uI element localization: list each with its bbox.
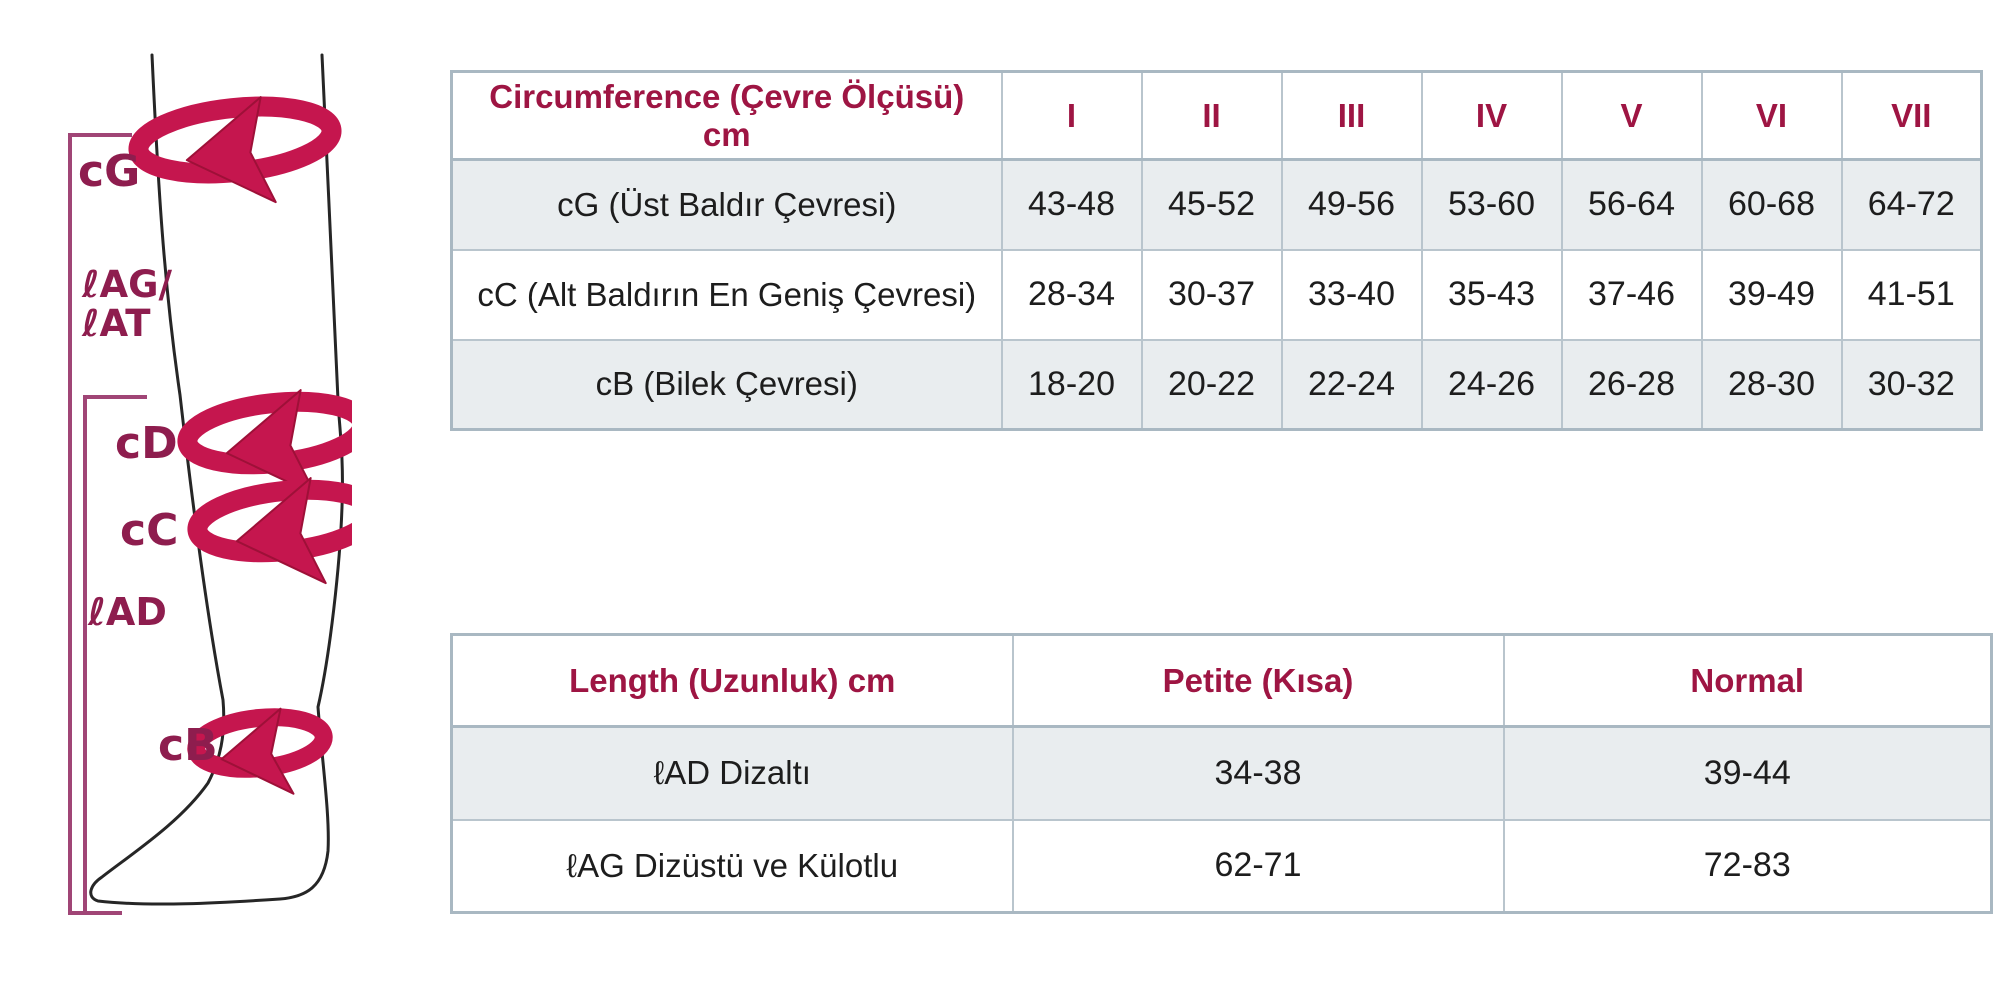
row-label: ℓAD Dizaltı xyxy=(450,725,1014,821)
row-label: cC (Alt Baldırın En Geniş Çevresi) xyxy=(450,248,1003,341)
length-bracket-outer xyxy=(68,133,132,915)
size-col-6: VI xyxy=(1700,70,1843,161)
circumference-header-row: Circumference (Çevre Ölçüsü) cm I II III… xyxy=(450,70,1983,161)
cell-value: 24-26 xyxy=(1420,338,1563,431)
length-bracket-inner xyxy=(83,395,147,915)
leg-diagram-svg: cG ℓAG/ ℓAT cD cC ℓAD cB xyxy=(68,53,352,915)
label-lad: ℓAD xyxy=(87,590,167,634)
cell-value: 26-28 xyxy=(1560,338,1703,431)
cell-value: 35-43 xyxy=(1420,248,1563,341)
band-cg-icon xyxy=(128,96,342,204)
cell-value: 20-22 xyxy=(1140,338,1283,431)
table-row-cc: cC (Alt Baldırın En Geniş Çevresi) 28-34… xyxy=(450,248,1983,341)
size-col-1: I xyxy=(1000,70,1143,161)
cell-value: 62-71 xyxy=(1011,818,1505,914)
label-cg: cG xyxy=(78,146,140,197)
cell-value: 30-37 xyxy=(1140,248,1283,341)
length-header-row: Length (Uzunluk) cm Petite (Kısa) Normal xyxy=(450,633,1993,728)
row-label: cG (Üst Baldır Çevresi) xyxy=(450,158,1003,251)
size-col-2: II xyxy=(1140,70,1283,161)
length-size-table: Length (Uzunluk) cm Petite (Kısa) Normal… xyxy=(450,633,1993,914)
cell-value: 22-24 xyxy=(1280,338,1423,431)
cell-value: 53-60 xyxy=(1420,158,1563,251)
circumference-size-table: Circumference (Çevre Ölçüsü) cm I II III… xyxy=(450,70,1983,431)
size-col-5: V xyxy=(1560,70,1703,161)
table-row-cb: cB (Bilek Çevresi) 18-20 20-22 22-24 24-… xyxy=(450,338,1983,431)
length-title-cell: Length (Uzunluk) cm xyxy=(450,633,1014,728)
band-cc-icon xyxy=(187,477,352,585)
cell-value: 49-56 xyxy=(1280,158,1423,251)
cell-value: 56-64 xyxy=(1560,158,1703,251)
cell-value: 33-40 xyxy=(1280,248,1423,341)
label-lag: ℓAG/ xyxy=(81,263,172,306)
label-cc: cC xyxy=(120,505,178,556)
cell-value: 28-30 xyxy=(1700,338,1843,431)
size-col-7: VII xyxy=(1840,70,1983,161)
cell-value: 43-48 xyxy=(1000,158,1143,251)
circumference-title-cell: Circumference (Çevre Ölçüsü) cm xyxy=(450,70,1003,161)
cell-value: 37-46 xyxy=(1560,248,1703,341)
label-lat: ℓAT xyxy=(81,302,151,345)
row-label: cB (Bilek Çevresi) xyxy=(450,338,1003,431)
table-row-lad: ℓAD Dizaltı 34-38 39-44 xyxy=(450,725,1993,821)
band-cb-icon xyxy=(187,707,333,795)
row-label: ℓAG Dizüstü ve Külotlu xyxy=(450,818,1014,914)
cell-value: 30-32 xyxy=(1840,338,1983,431)
table-row-lag: ℓAG Dizüstü ve Külotlu 62-71 72-83 xyxy=(450,818,1993,914)
cell-value: 39-49 xyxy=(1700,248,1843,341)
cell-value: 64-72 xyxy=(1840,158,1983,251)
cell-value: 34-38 xyxy=(1011,725,1505,821)
label-cd: cD xyxy=(115,418,178,469)
cell-value: 28-34 xyxy=(1000,248,1143,341)
cell-value: 41-51 xyxy=(1840,248,1983,341)
cell-value: 39-44 xyxy=(1502,725,1993,821)
cell-value: 45-52 xyxy=(1140,158,1283,251)
leg-measurement-diagram: cG ℓAG/ ℓAT cD cC ℓAD cB xyxy=(40,45,352,935)
cell-value: 72-83 xyxy=(1502,818,1993,914)
table-row-cg: cG (Üst Baldır Çevresi) 43-48 45-52 49-5… xyxy=(450,158,1983,251)
normal-col-header: Normal xyxy=(1502,633,1993,728)
cell-value: 18-20 xyxy=(1000,338,1143,431)
cell-value: 60-68 xyxy=(1700,158,1843,251)
size-col-3: III xyxy=(1280,70,1423,161)
petite-col-header: Petite (Kısa) xyxy=(1011,633,1505,728)
size-col-4: IV xyxy=(1420,70,1563,161)
label-cb: cB xyxy=(158,720,218,771)
